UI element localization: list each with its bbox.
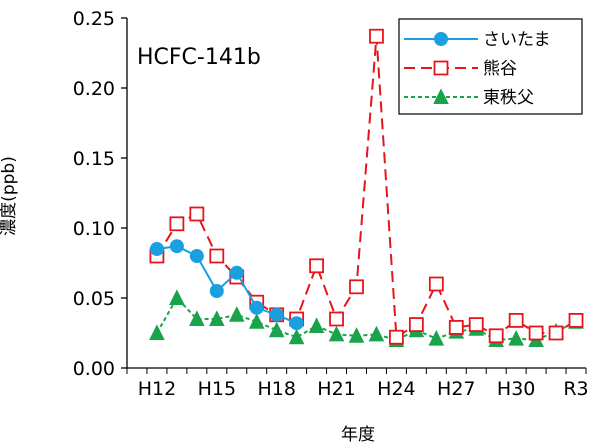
data-point [488, 328, 504, 344]
data-point [189, 310, 205, 326]
data-point [433, 88, 449, 104]
data-point [289, 316, 304, 331]
data-point [548, 325, 564, 341]
x-tick-label: H12 [138, 378, 176, 400]
data-point [268, 321, 285, 338]
data-point [288, 328, 305, 345]
y-tick-label: 0.00 [73, 358, 115, 380]
series-1 [149, 239, 304, 331]
x-tick-label: H30 [497, 378, 535, 400]
series-line [156, 296, 577, 342]
data-point [149, 242, 164, 256]
data-point [328, 325, 345, 342]
data-point [508, 329, 524, 346]
data-point [309, 258, 324, 274]
data-point [369, 28, 384, 44]
data-point [389, 329, 404, 345]
y-tick-label: 0.05 [73, 288, 115, 310]
legend-label: さいたま [483, 30, 551, 50]
chart-annotation: HCFC-141b [137, 45, 261, 70]
y-tick-label: 0.20 [73, 78, 115, 100]
data-point [408, 317, 424, 333]
data-point [528, 325, 544, 341]
legend-item: さいたま [404, 30, 551, 50]
data-point [368, 325, 385, 342]
data-point [169, 239, 184, 254]
x-tick-label: R3 [563, 378, 588, 400]
data-point [568, 312, 584, 328]
data-point [308, 317, 325, 333]
data-point [209, 248, 225, 264]
y-tick-label: 0.15 [73, 148, 115, 170]
data-point [229, 265, 244, 280]
y-tick-label: 0.25 [73, 8, 115, 30]
series-3 [149, 289, 584, 347]
series-layer [149, 28, 584, 347]
data-point [348, 327, 365, 343]
axes: 0.00 0.05 0.10 0.15 0.20 0.25 H12 H15 H18 H21 H24 H… [73, 8, 589, 400]
legend-label: 熊谷 [483, 59, 517, 79]
x-tick-label: H18 [257, 378, 295, 400]
legend-item: 熊谷 [404, 59, 517, 79]
data-point [149, 324, 165, 340]
data-point [228, 306, 245, 322]
data-point [248, 313, 265, 329]
x-tick-label: H24 [377, 378, 415, 400]
series-line [156, 36, 577, 339]
legend-box [398, 18, 583, 115]
data-point [428, 276, 444, 292]
data-point [329, 311, 344, 327]
data-point [209, 284, 224, 298]
data-point [468, 317, 484, 333]
data-point [433, 60, 449, 76]
data-point [189, 206, 205, 222]
data-point [448, 319, 464, 335]
y-axis-title: 濃度(ppb) [0, 156, 19, 236]
x-tick-label: H21 [317, 378, 355, 400]
data-point [434, 32, 448, 46]
x-tick-label: H27 [437, 378, 475, 400]
legend-label: 東秩父 [483, 88, 534, 108]
data-point [169, 289, 185, 305]
data-point [208, 310, 225, 326]
data-point [249, 300, 264, 315]
data-point [269, 307, 284, 322]
x-axis-title: 年度 [341, 425, 375, 445]
data-point [189, 249, 204, 263]
data-point [169, 216, 185, 232]
data-point [508, 312, 524, 328]
data-point [349, 279, 364, 295]
y-tick-label: 0.10 [73, 218, 115, 240]
legend-item: 東秩父 [404, 88, 534, 108]
x-tick-label: H15 [198, 378, 236, 400]
data-point [428, 329, 445, 346]
